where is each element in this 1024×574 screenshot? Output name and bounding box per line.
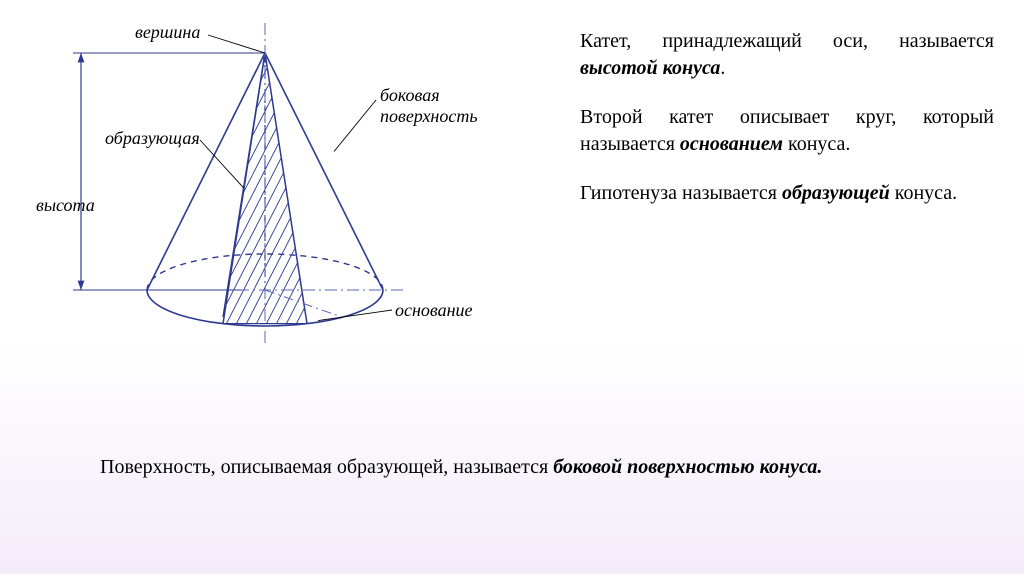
label-base: основание [395,300,473,321]
bottom-a: Поверхность, описываемая образующей, наз… [100,456,553,478]
bottom-b: боковой поверхностью конуса. [553,456,822,478]
bottom-text: Поверхность, описываемая образующей, наз… [60,448,980,486]
label-height: высота [36,195,95,216]
label-lateral: боковая поверхность [380,85,478,127]
para3-c: конуса. [890,182,957,204]
para2-b: основанием [680,133,783,155]
para-generatrix: Гипотенуза называется образую­щей конуса… [580,180,994,207]
para-base: Второй катет описывает круг, который наз… [580,104,994,158]
label-generatrix: образующая [105,128,200,149]
cone-diagram: вершина образующая высота боковая поверх… [0,0,540,360]
para3-a: Гипотенуза называется [580,182,782,204]
para-height: Катет, принадлежащий оси, называется выс… [580,28,994,82]
explanation-text: Катет, принадлежащий оси, называется выс… [580,28,994,229]
para2-c: конуса. [783,133,850,155]
para1-b: высотой конуса [580,57,720,79]
label-apex: вершина [135,22,200,43]
para1-a: Катет, принадлежащий оси, называется [580,30,994,52]
para1-c: . [720,57,725,79]
para3-b: образую­щей [782,182,890,204]
